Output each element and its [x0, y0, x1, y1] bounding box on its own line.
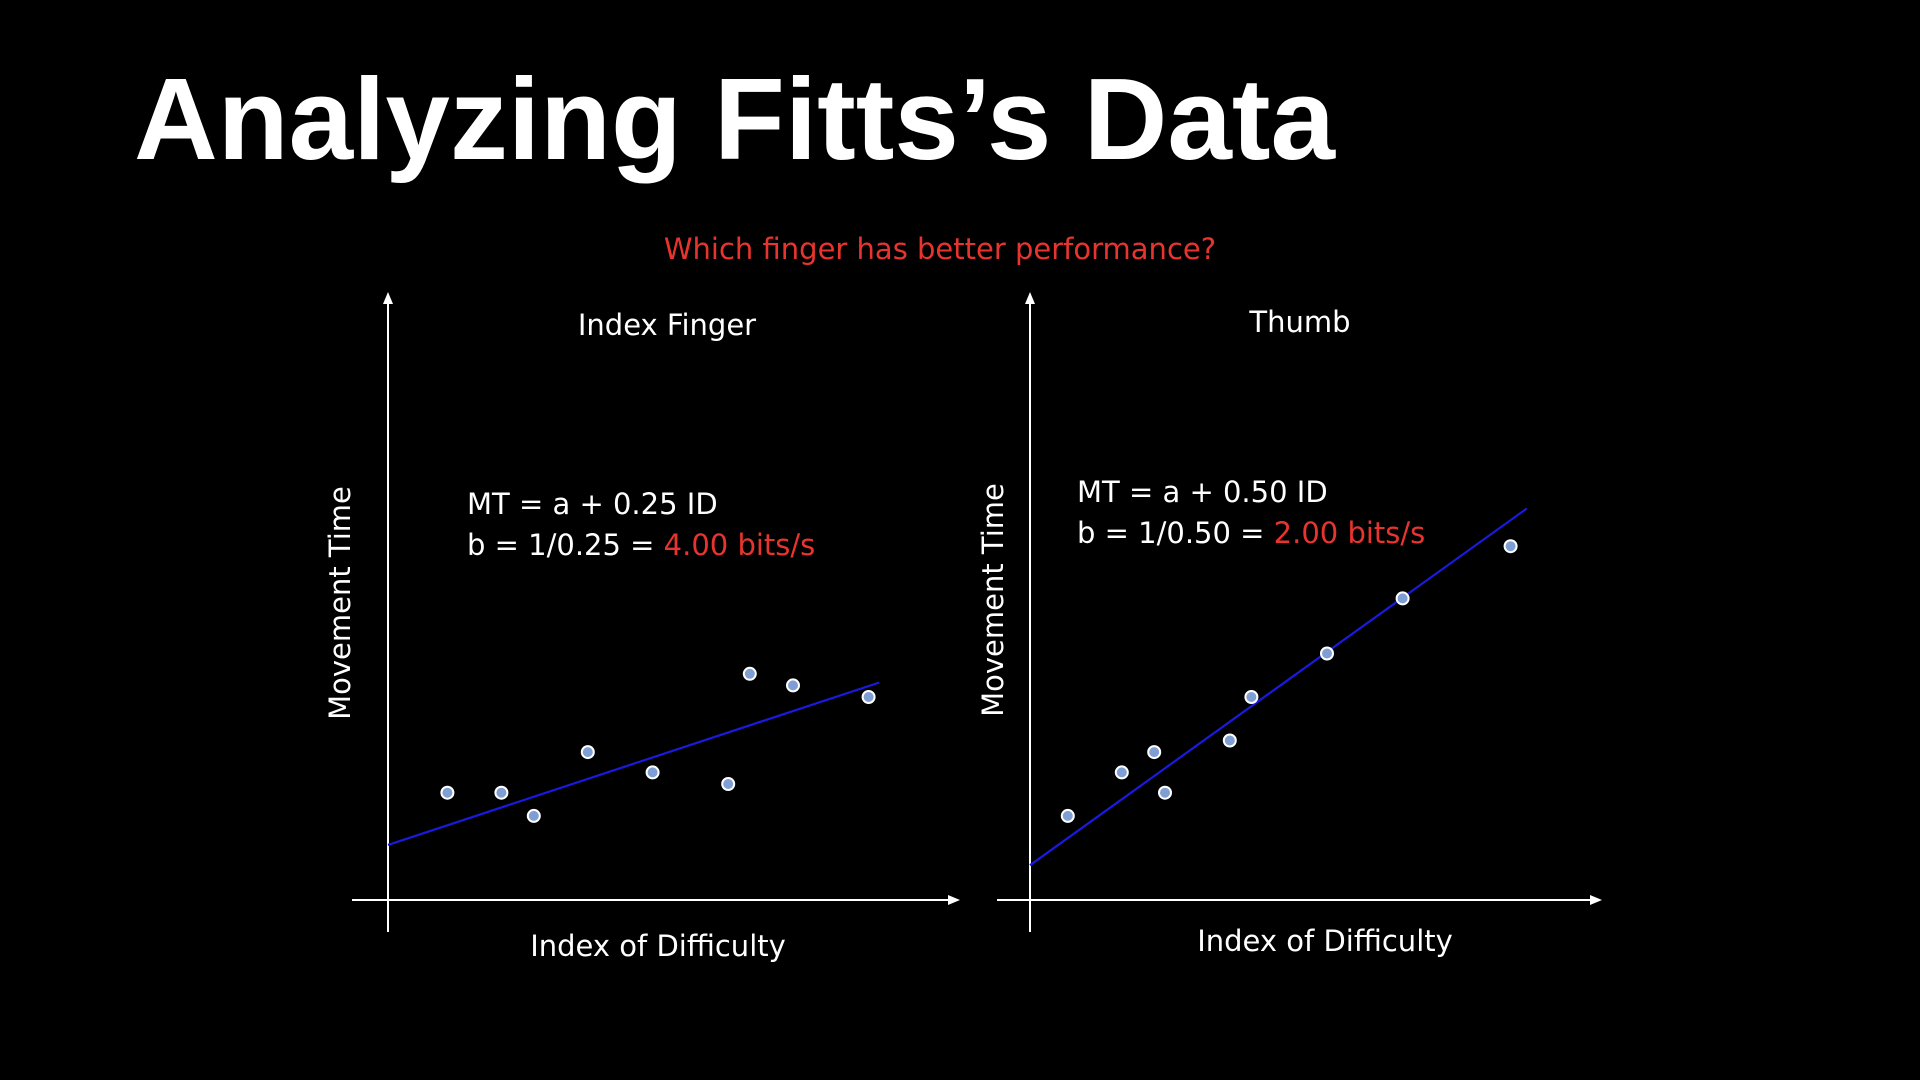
x-axis-arrowhead — [1590, 895, 1602, 905]
throughput-prefix: b = 1/0.50 = — [1077, 516, 1274, 550]
y-axis-label: Movement Time — [976, 483, 1010, 717]
throughput-prefix: b = 1/0.25 = — [467, 528, 664, 562]
equation-text: MT = a + 0.25 ID — [467, 487, 718, 521]
chart-panel-1: Index Finger Index of Difficulty Movement … — [323, 292, 960, 963]
data-point — [742, 666, 757, 681]
data-point — [440, 785, 455, 800]
data-point — [1320, 646, 1334, 661]
data-point — [1147, 745, 1162, 760]
data-point — [861, 690, 876, 704]
throughput-text: b = 1/0.50 = 2.00 bits/s — [1077, 516, 1425, 550]
data-point — [494, 785, 509, 800]
chart-panel-2: Thumb Index of Difficulty Movement Time MT … — [976, 292, 1602, 958]
fit-line — [1029, 507, 1528, 867]
data-point — [645, 765, 660, 780]
chart-title: Thumb — [1248, 305, 1350, 339]
data-point — [1222, 733, 1237, 748]
data-point — [526, 808, 541, 823]
data-point — [1114, 765, 1129, 780]
x-axis-label: Index of Difficulty — [1197, 924, 1453, 958]
data-point — [786, 678, 800, 693]
throughput-text: b = 1/0.25 = 4.00 bits/s — [467, 528, 815, 562]
data-point — [1395, 591, 1410, 606]
data-point — [721, 777, 736, 791]
data-point — [580, 745, 595, 760]
equation-text: MT = a + 0.50 ID — [1077, 475, 1328, 509]
data-point — [1060, 808, 1075, 823]
y-axis-arrowhead — [1025, 292, 1035, 304]
y-axis-label: Movement Time — [323, 486, 357, 720]
throughput-value: 4.00 bits/s — [664, 528, 816, 562]
data-point — [1503, 539, 1518, 554]
data-point — [1158, 785, 1172, 800]
slide-title: Analyzing Fitts’s Data — [134, 54, 1336, 184]
y-axis-arrowhead — [383, 292, 393, 304]
x-axis-label: Index of Difficulty — [530, 929, 786, 963]
x-axis-arrowhead — [948, 895, 960, 905]
throughput-value: 2.00 bits/s — [1274, 516, 1426, 550]
question-text: Which finger has better performance? — [663, 232, 1217, 266]
data-point — [1244, 690, 1259, 704]
chart-title: Index Finger — [578, 308, 756, 342]
fit-line — [387, 681, 880, 846]
